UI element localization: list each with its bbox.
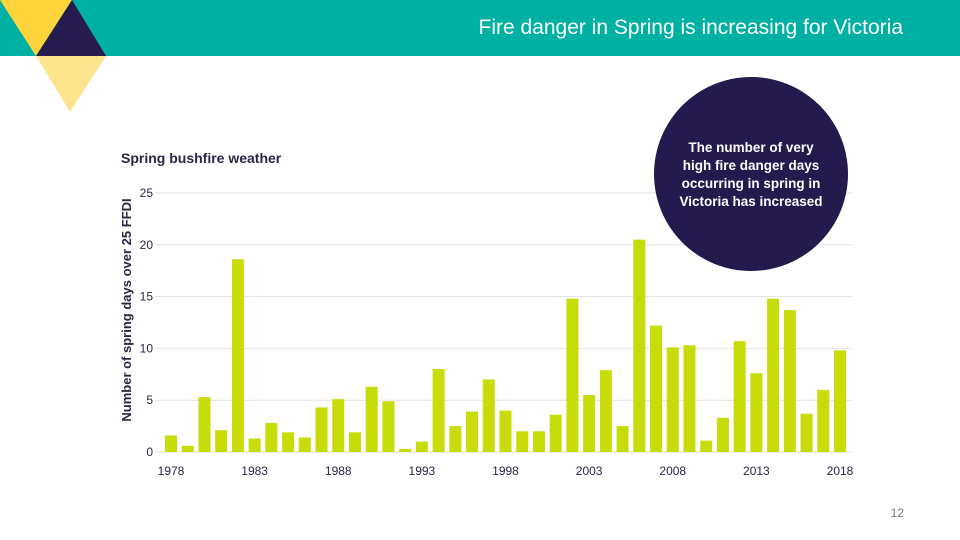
- bar-1998: [499, 410, 512, 452]
- bar-2000: [532, 431, 545, 452]
- x-tick-label: 1988: [325, 464, 352, 478]
- bar-2008: [666, 347, 679, 452]
- bar-2001: [549, 414, 562, 452]
- bar-1981: [215, 430, 228, 452]
- bar-1983: [248, 438, 261, 452]
- bar-2013: [750, 373, 763, 452]
- y-tick-label: 15: [140, 290, 154, 304]
- bar-1992: [399, 448, 412, 452]
- callout-text-line-4: Victoria has increased: [679, 194, 822, 209]
- deco-yellow-triangle: [0, 0, 72, 56]
- bar-2016: [800, 413, 813, 452]
- bar-2018: [834, 350, 846, 452]
- bar-2006: [633, 239, 646, 452]
- x-tick-label: 1993: [409, 464, 436, 478]
- callout-circle: The number of very high fire danger days…: [654, 77, 848, 271]
- header-bar: Fire danger in Spring is increasing for …: [0, 0, 960, 56]
- x-axis-ticks: 1978 1983 1988 1993 1998 2003 2008 2013 2018: [158, 464, 854, 478]
- bar-1993: [415, 441, 428, 452]
- callout-text-line-2: high fire danger days: [683, 158, 820, 173]
- decorative-triangles: [0, 0, 106, 112]
- y-axis-ticks: 0 5 10 15 20 25: [140, 186, 154, 459]
- y-tick-label: 0: [146, 445, 153, 459]
- bar-2004: [599, 370, 612, 452]
- bar-1988: [332, 399, 345, 452]
- callout-text-line-1: The number of very: [688, 140, 814, 155]
- bar-1991: [382, 401, 395, 452]
- bar-1984: [265, 422, 278, 452]
- bar-1995: [449, 426, 462, 452]
- bar-1994: [432, 369, 445, 452]
- chart-title: Spring bushfire weather: [121, 150, 282, 166]
- bar-1987: [315, 407, 328, 452]
- y-tick-label: 10: [140, 341, 154, 355]
- callout-text-line-3: occurring in spring in: [682, 176, 821, 191]
- bar-1999: [516, 431, 529, 452]
- bar-1990: [365, 386, 378, 452]
- x-tick-label: 1983: [241, 464, 268, 478]
- y-axis-label: Number of spring days over 25 FFDI: [119, 198, 134, 421]
- bar-1979: [181, 445, 194, 452]
- deco-navy-triangle: [36, 0, 106, 56]
- y-tick-label: 5: [146, 393, 153, 407]
- bar-2014: [767, 298, 780, 452]
- bar-2003: [583, 395, 596, 452]
- bar-2002: [566, 298, 579, 452]
- bar-1978: [165, 435, 177, 452]
- bar-2007: [650, 325, 663, 452]
- slide-title: Fire danger in Spring is increasing for …: [478, 16, 903, 39]
- callout-background: [654, 77, 848, 271]
- bar-1982: [231, 259, 244, 452]
- x-tick-label: 1998: [492, 464, 519, 478]
- x-tick-label: 2003: [576, 464, 603, 478]
- x-tick-label: 1978: [158, 464, 185, 478]
- bar-2011: [716, 417, 729, 452]
- bar-2009: [683, 345, 696, 452]
- bar-2005: [616, 426, 629, 452]
- bar-1980: [198, 397, 211, 452]
- bar-1997: [482, 379, 495, 452]
- bar-series: [165, 239, 846, 452]
- x-tick-label: 2008: [659, 464, 686, 478]
- deco-pale-triangle: [36, 56, 106, 112]
- bar-1985: [282, 432, 295, 452]
- page-number: 12: [890, 506, 904, 520]
- bar-2017: [817, 389, 830, 452]
- bar-1986: [298, 437, 311, 452]
- bar-1989: [348, 432, 361, 452]
- bar-2012: [733, 341, 746, 452]
- y-tick-label: 25: [140, 186, 154, 200]
- bar-2010: [700, 440, 713, 452]
- bar-2015: [783, 310, 796, 452]
- x-tick-label: 2018: [827, 464, 854, 478]
- x-tick-label: 2013: [743, 464, 770, 478]
- bar-1996: [466, 411, 479, 452]
- y-tick-label: 20: [140, 238, 154, 252]
